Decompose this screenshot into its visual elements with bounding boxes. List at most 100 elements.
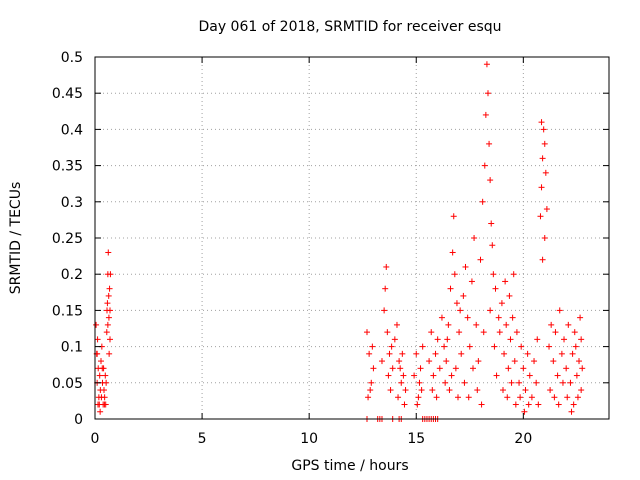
data-point — [525, 401, 532, 408]
data-point — [570, 401, 577, 408]
data-point — [433, 394, 440, 401]
data-point — [492, 285, 499, 292]
data-point — [491, 343, 498, 350]
data-point — [482, 111, 489, 118]
data-point — [418, 387, 425, 394]
data-point — [430, 372, 437, 379]
data-point — [461, 379, 468, 386]
data-point — [370, 365, 377, 372]
data-point — [539, 155, 546, 162]
data-point — [366, 350, 373, 357]
data-point — [503, 321, 510, 328]
data-point — [480, 329, 487, 336]
data-point — [563, 365, 570, 372]
data-point — [477, 256, 484, 263]
data-point — [106, 336, 113, 343]
data-point — [541, 235, 548, 241]
data-point — [507, 336, 514, 343]
data-point — [537, 213, 544, 220]
data-point — [465, 394, 472, 401]
data-point — [487, 177, 494, 184]
data-point — [399, 350, 406, 357]
data-point — [524, 350, 531, 357]
data-point — [558, 350, 565, 357]
data-point — [474, 387, 481, 394]
data-point — [385, 372, 392, 379]
data-point — [397, 365, 404, 372]
data-point — [509, 314, 516, 321]
data-point — [455, 394, 462, 401]
x-tick-label: 10 — [300, 431, 318, 447]
data-point — [486, 140, 493, 147]
data-point — [383, 263, 390, 270]
x-axis-label: GPS time / hours — [291, 458, 408, 474]
data-point — [535, 401, 542, 408]
data-point — [395, 394, 402, 401]
data-point — [464, 314, 471, 321]
data-point — [386, 350, 393, 357]
data-point — [444, 336, 451, 343]
data-point — [381, 307, 388, 314]
data-point — [94, 336, 101, 343]
data-point — [101, 401, 108, 408]
data-point — [97, 358, 104, 365]
data-point — [449, 249, 456, 256]
data-point — [473, 321, 480, 328]
data-point — [434, 336, 441, 343]
data-point — [556, 307, 563, 314]
data-point — [512, 401, 519, 408]
data-point — [478, 401, 485, 408]
data-point — [550, 358, 557, 365]
data-point — [510, 271, 517, 278]
data-point — [479, 198, 486, 205]
data-point — [483, 61, 490, 68]
data-point — [487, 307, 494, 314]
data-point — [396, 358, 403, 365]
data-point — [438, 314, 445, 321]
data-point — [445, 321, 452, 328]
data-point — [378, 358, 385, 365]
data-point — [546, 343, 553, 350]
grid — [95, 57, 609, 419]
data-point — [452, 365, 459, 372]
data-point — [443, 358, 450, 365]
data-point — [538, 184, 545, 191]
data-point — [518, 343, 525, 350]
data-point — [489, 242, 496, 249]
data-point — [468, 278, 475, 285]
data-point — [460, 292, 467, 299]
data-point — [428, 329, 435, 336]
data-point — [104, 300, 111, 307]
data-point — [417, 365, 424, 372]
data-point — [363, 329, 370, 336]
data-point — [100, 387, 107, 394]
data-point — [398, 379, 405, 386]
data-point — [538, 119, 545, 126]
data-point — [99, 365, 106, 372]
data-point — [501, 350, 508, 357]
data-point — [508, 379, 515, 386]
data-point — [471, 235, 478, 241]
data-point — [93, 321, 100, 328]
data-point — [493, 372, 500, 379]
data-point — [533, 379, 540, 386]
data-point — [534, 336, 541, 343]
data-point — [106, 307, 113, 314]
y-tick-label: 0.3 — [61, 195, 83, 211]
data-point — [462, 263, 469, 270]
data-point — [499, 387, 506, 394]
data-point — [103, 329, 110, 336]
x-axis-ticks: 0 5 10 15 20 — [91, 57, 532, 447]
data-point — [495, 314, 502, 321]
data-point — [429, 387, 436, 394]
data-point — [426, 358, 433, 365]
data-point — [107, 271, 114, 278]
data-point — [450, 213, 457, 220]
data-point — [448, 372, 455, 379]
y-tick-label: 0.25 — [52, 231, 83, 247]
data-point — [105, 249, 112, 256]
data-point — [94, 401, 101, 408]
data-point — [442, 379, 449, 386]
data-point — [511, 358, 518, 365]
